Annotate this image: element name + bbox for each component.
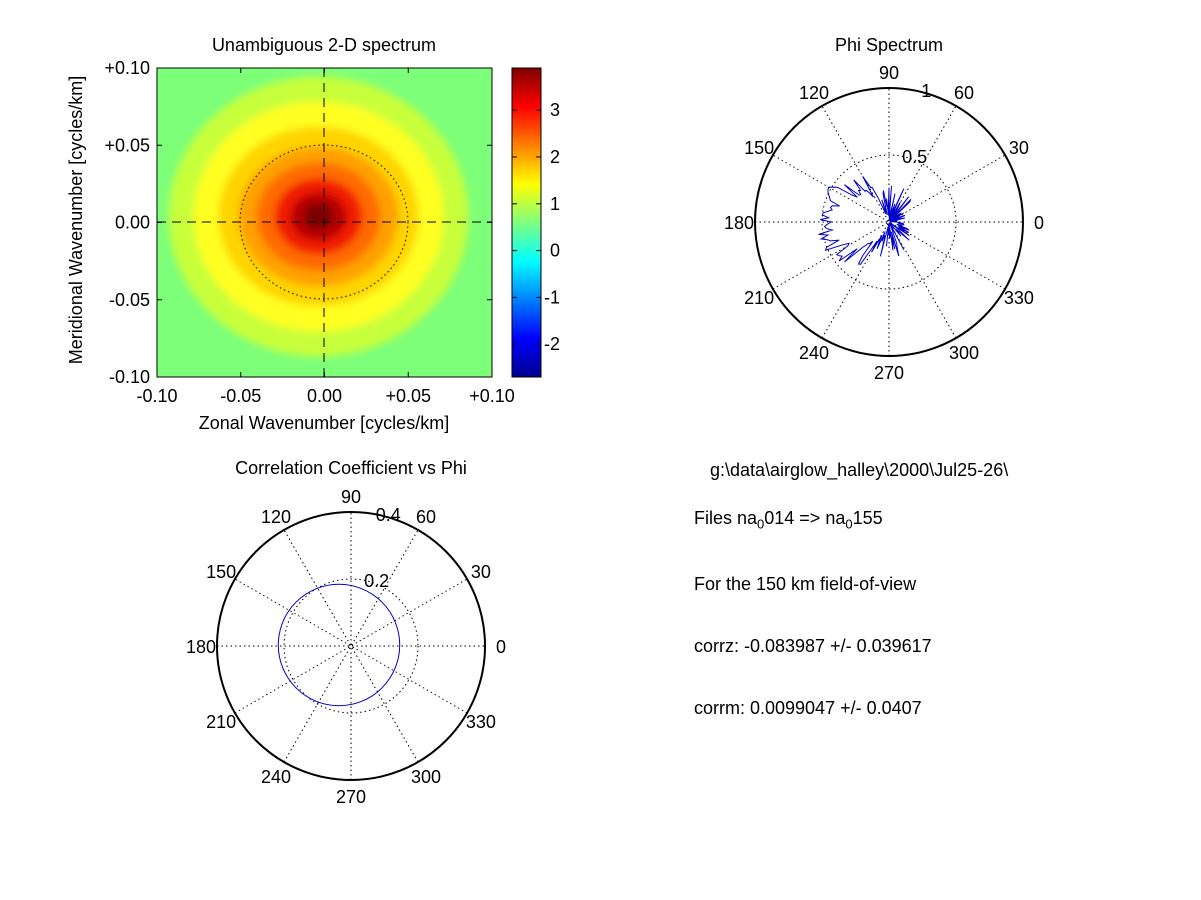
field-of-view: For the 150 km field-of-view [694, 574, 917, 594]
polar-angle-label: 30 [1009, 138, 1029, 158]
colorbar-tick-label: -1 [544, 287, 560, 307]
phi-spectrum-polar: 0.5 1 0 30 60 90 120 150 180 210 240 270 300 330 [724, 63, 1044, 383]
heatmap-ylabel: Meridional Wavenumber [cycles/km] [66, 76, 86, 364]
correlation-curve [277, 583, 401, 707]
heatmap-field [168, 76, 469, 357]
heatmap-x-tick-label: +0.10 [469, 386, 515, 406]
polar-angle-label: 0 [1034, 213, 1044, 233]
phi-spectrum-title: Phi Spectrum [835, 35, 943, 55]
colorbar-tick-label: 0 [550, 241, 560, 261]
polar-grid-circle [821, 154, 957, 290]
correlation-title: Correlation Coefficient vs Phi [235, 458, 467, 478]
heatmap-y-tick-label: -0.05 [109, 290, 150, 310]
heatmap-panel: Unambiguous 2-D spectrum -0.10 -0.05 0.00 +… [66, 35, 515, 433]
heatmap-x-tick-label: -0.10 [136, 386, 177, 406]
polar-outer-ring [216, 511, 486, 781]
polar-angle-label: 300 [411, 767, 441, 787]
phi-spectrum-curve [818, 176, 912, 265]
files-range: Files na0014 => na0155 [694, 508, 883, 532]
files-end: 155 [852, 508, 883, 528]
polar-angle-label: 270 [336, 787, 366, 807]
heatmap-xlabel: Zonal Wavenumber [cycles/km] [199, 413, 449, 433]
polar-angle-label: 240 [799, 343, 829, 363]
polar-angle-label: 150 [744, 138, 774, 158]
heatmap-x-tick-label: -0.05 [220, 386, 261, 406]
polar-angle-label: 120 [799, 83, 829, 103]
colorbar-tick-label: 3 [550, 100, 560, 120]
polar-angle-label: 120 [261, 507, 291, 527]
heatmap-x-ticks: -0.10 -0.05 0.00 +0.05 +0.10 [136, 68, 515, 406]
polar-angle-label: 300 [949, 343, 979, 363]
polar-angle-label: 270 [874, 363, 904, 383]
data-path: g:\data\airglow_halley\2000\Jul25-26\ [710, 460, 1009, 480]
colorbar-ticks: 3 2 1 0 -1 -2 [512, 100, 560, 354]
correlation-polar: 0.2 0.4 0 30 60 90 120 150 180 210 240 270 300 330 [186, 487, 506, 807]
polar-r-tick-label: 0.5 [902, 147, 927, 167]
polar-angle-label: 0 [496, 637, 506, 657]
colorbar-gradient [511, 67, 542, 378]
polar-r-tick-label: 0.2 [364, 571, 389, 591]
files-mid: 014 => na [764, 508, 846, 528]
polar-angle-label: 30 [471, 562, 491, 582]
files-prefix: Files na [694, 508, 758, 528]
files-sub-2: 0 [845, 516, 853, 532]
files-sub-1: 0 [757, 516, 765, 532]
heatmap-y-tick-label: -0.10 [109, 367, 150, 387]
correlation-panel: Correlation Coefficient vs Phi 0.2 0.4 0 30… [186, 458, 506, 807]
polar-angle-label: 330 [1004, 288, 1034, 308]
colorbar-tick-label: -2 [544, 334, 560, 354]
polar-angle-label: 240 [261, 767, 291, 787]
colorbar: 3 2 1 0 -1 -2 [511, 67, 560, 378]
polar-angle-label: 330 [466, 712, 496, 732]
polar-r-tick-label: 0.4 [376, 505, 401, 525]
polar-angle-label: 180 [186, 637, 216, 657]
reference-circle [239, 144, 409, 300]
polar-angle-label: 90 [879, 63, 899, 83]
polar-angle-label: 210 [206, 712, 236, 732]
polar-angle-label: 150 [206, 562, 236, 582]
corrm-value: corrm: 0.0099047 +/- 0.0407 [694, 698, 922, 718]
heatmap-x-tick-label: +0.05 [385, 386, 431, 406]
polar-angle-label: 210 [744, 288, 774, 308]
polar-grid-circle [283, 578, 419, 714]
heatmap-x-tick-label: 0.00 [307, 386, 342, 406]
polar-angle-label: 90 [341, 487, 361, 507]
heatmap-y-tick-label: +0.05 [104, 135, 150, 155]
colorbar-tick-label: 2 [550, 147, 560, 167]
heatmap-y-tick-label: 0.00 [115, 213, 150, 233]
polar-angle-label: 60 [954, 83, 974, 103]
polar-angle-label: 60 [416, 507, 436, 527]
corrz-value: corrz: -0.083987 +/- 0.039617 [694, 636, 932, 656]
heatmap-y-ticks: +0.10 +0.05 0.00 -0.05 -0.10 [104, 58, 492, 387]
colorbar-tick-label: 1 [550, 194, 560, 214]
polar-angle-label: 180 [724, 213, 754, 233]
heatmap-title: Unambiguous 2-D spectrum [212, 35, 436, 55]
phi-spectrum-panel: Phi Spectrum 0.5 1 0 30 60 90 120 150 180 210 240 2… [724, 35, 1044, 383]
heatmap-y-tick-label: +0.10 [104, 58, 150, 78]
polar-r-tick-label: 1 [921, 81, 931, 101]
heatmap-contour-7 [303, 203, 334, 230]
